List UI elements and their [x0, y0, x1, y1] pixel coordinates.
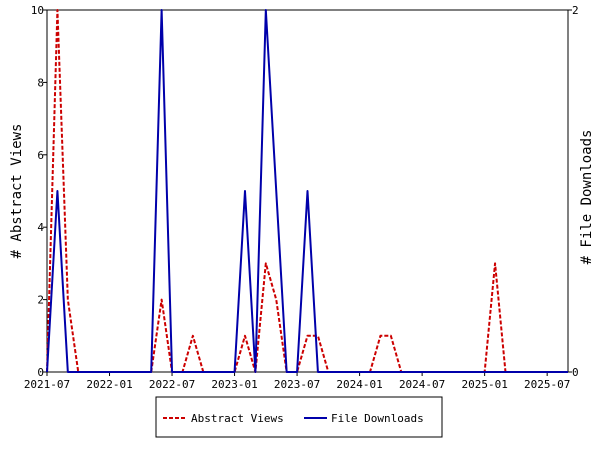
y-tick-label: 10 [31, 4, 44, 17]
x-axis: 2021-07 2022-01 2022-07 2023-01 2023-07 2024-… [24, 372, 570, 391]
y2-tick-label: 2 [572, 4, 579, 17]
x-tick-label: 2025-01 [461, 378, 507, 391]
y-tick-label: 4 [37, 221, 44, 234]
x-tick-label: 2024-07 [399, 378, 445, 391]
y-tick-label: 6 [37, 149, 44, 162]
x-tick-label: 2023-01 [211, 378, 257, 391]
y-axis-title-right: # File Downloads [579, 130, 595, 265]
series-layer [46, 9, 568, 373]
series-line-file-downloads [46, 9, 568, 373]
legend-box [155, 396, 443, 438]
x-tick-label: 2022-01 [86, 378, 132, 391]
y-axis-right: 02 [568, 4, 579, 379]
y-axis-left: 0 2 4 6 8 10 [31, 4, 47, 379]
x-tick-label: 2021-07 [24, 378, 70, 391]
x-tick-label: 2023-07 [274, 378, 320, 391]
x-tick-label: 2024-01 [336, 378, 382, 391]
y-tick-label: 0 [37, 366, 44, 379]
x-tick-label: 2022-07 [149, 378, 195, 391]
y-tick-label: 8 [37, 76, 44, 89]
series-line-abstract-views [46, 9, 568, 373]
legend: Abstract Views File Downloads [155, 396, 443, 438]
x-tick-label: 2025-07 [524, 378, 570, 391]
y2-tick-label: 0 [572, 366, 579, 379]
y-tick-label: 2 [37, 294, 44, 307]
legend-label-file-downloads: File Downloads [331, 412, 424, 425]
legend-label-abstract-views: Abstract Views [191, 412, 284, 425]
y-axis-title-left: # Abstract Views [9, 124, 25, 259]
